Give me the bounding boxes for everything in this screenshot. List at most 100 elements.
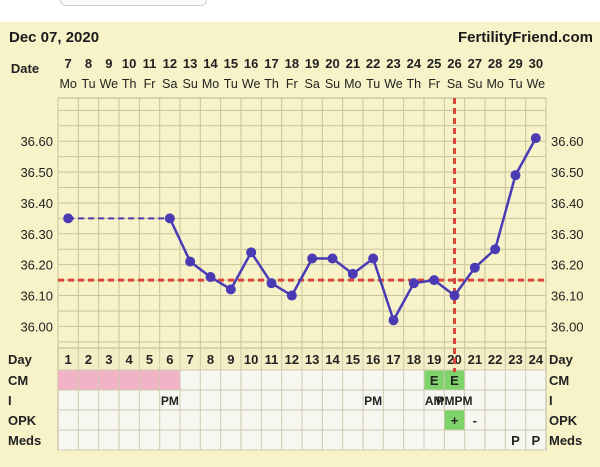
temperature-point: [164, 213, 175, 224]
date-row-label: Date: [11, 61, 39, 76]
y-tick-label-right: 36.50: [551, 165, 584, 180]
cycle-day-label: 18: [407, 352, 421, 367]
cycle-day-label: 7: [187, 352, 194, 367]
intercourse-value: PM: [161, 394, 179, 408]
y-tick-label-left: 36.30: [20, 227, 53, 242]
row-label-day-left: Day: [8, 352, 33, 367]
row-label-day-right: Day: [549, 352, 574, 367]
cycle-day-label: 8: [207, 352, 214, 367]
cm-value: E: [450, 373, 459, 388]
y-tick-label-right: 36.60: [551, 134, 584, 149]
y-tick-label-left: 36.60: [20, 134, 53, 149]
weekday-label: Fr: [286, 77, 298, 91]
date-label: 11: [143, 56, 157, 71]
date-label: 17: [264, 56, 278, 71]
date-label: 23: [386, 56, 400, 71]
temperature-point: [286, 290, 297, 301]
cycle-day-label: 21: [468, 352, 482, 367]
weekday-label: Tu: [224, 77, 238, 91]
cycle-day-label: 23: [508, 352, 522, 367]
cm-highlight: [78, 370, 99, 390]
cycle-day-label: 9: [227, 352, 234, 367]
temperature-point: [530, 133, 541, 144]
y-tick-label-right: 36.30: [551, 227, 584, 242]
cm-highlight: [58, 370, 79, 390]
intercourse-value: PMPM: [437, 394, 473, 408]
date-label: 29: [508, 56, 522, 71]
chart-date: Dec 07, 2020: [9, 29, 100, 46]
cm-highlight: [424, 370, 445, 390]
weekday-label: Mo: [202, 77, 219, 91]
weekday-label: Th: [264, 77, 279, 91]
cycle-day-label: 12: [285, 352, 299, 367]
temperature-point: [225, 284, 236, 295]
weekday-label: Tu: [81, 77, 95, 91]
meds-value: P: [531, 433, 540, 448]
temperature-point: [429, 275, 440, 286]
weekday-label: We: [527, 77, 546, 91]
temperature-point: [327, 253, 338, 264]
weekday-label: Th: [122, 77, 137, 91]
temperature-segment: [371, 258, 395, 321]
date-label: 20: [325, 56, 339, 71]
weekday-label: Fr: [428, 77, 440, 91]
temperature-segment: [514, 137, 537, 176]
y-tick-label-left: 36.50: [20, 165, 53, 180]
temperature-segment: [453, 267, 476, 297]
date-label: 24: [407, 56, 422, 71]
temperature-point: [347, 268, 358, 279]
cycle-day-label: 14: [325, 352, 340, 367]
weekday-label: Tu: [508, 77, 522, 91]
meds-value: P: [511, 433, 520, 448]
date-label: 27: [468, 56, 482, 71]
temperature-segment: [290, 257, 314, 297]
row-label-cm-right: CM: [549, 373, 569, 388]
date-label: 30: [529, 56, 543, 71]
weekday-label: Fr: [144, 77, 156, 91]
temperature-point: [246, 247, 257, 258]
cm-highlight: [444, 370, 465, 390]
date-label: 13: [183, 56, 197, 71]
date-label: 21: [346, 56, 360, 71]
intercourse-value: PM: [364, 394, 382, 408]
cycle-day-label: 22: [488, 352, 502, 367]
date-label: 22: [366, 56, 380, 71]
site-name[interactable]: FertilityFriend.com: [457, 29, 593, 46]
temperature-point: [185, 256, 196, 267]
weekday-label: Sa: [162, 77, 177, 91]
date-label: 8: [85, 56, 92, 71]
temperature-segment: [493, 174, 517, 250]
date-label: 25: [427, 56, 441, 71]
date-label: 19: [305, 56, 319, 71]
opk-highlight: [444, 410, 465, 430]
cycle-day-label: 15: [346, 352, 360, 367]
temperature-point: [307, 253, 318, 264]
y-tick-label-left: 36.20: [20, 258, 53, 273]
cycle-day-label: 13: [305, 352, 319, 367]
row-label-opk-right: OPK: [549, 413, 578, 428]
cycle-day-label: 16: [366, 352, 380, 367]
y-tick-label-right: 36.00: [551, 319, 584, 334]
cm-highlight: [119, 370, 140, 390]
cycle-day-label: 4: [126, 352, 134, 367]
date-label: 10: [122, 56, 136, 71]
weekday-label: Th: [407, 77, 422, 91]
date-label: 7: [65, 56, 72, 71]
weekday-label: Su: [183, 77, 198, 91]
weekday-label: We: [384, 77, 403, 91]
weekday-label: Su: [325, 77, 340, 91]
weekday-label: Mo: [486, 77, 503, 91]
temperature-point: [510, 170, 521, 181]
temperature-segment: [229, 251, 253, 290]
temperature-point: [368, 253, 379, 264]
temperature-point: [266, 278, 277, 289]
temperature-point: [490, 244, 501, 255]
temperature-point: [205, 272, 216, 283]
date-label: 9: [105, 56, 112, 71]
cycle-day-label: 11: [265, 352, 279, 367]
date-label: 28: [488, 56, 502, 71]
row-label-i-left: I: [8, 393, 12, 408]
cycle-day-label: 3: [105, 352, 112, 367]
row-label-i-right: I: [549, 393, 553, 408]
